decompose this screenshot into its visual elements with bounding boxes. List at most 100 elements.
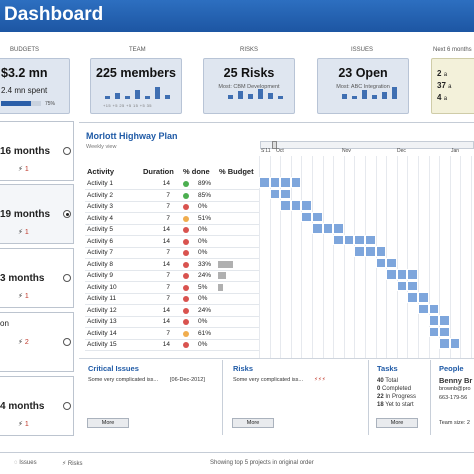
team-axis-labels: +15 +5 25 +5 15 +5 35 — [103, 103, 152, 108]
table-row[interactable]: Activity 5 14 0% — [85, 224, 474, 235]
gantt-gridline — [290, 156, 292, 359]
activity-name: Activity 6 — [87, 237, 114, 245]
gantt-bar-cell — [375, 246, 387, 257]
tasks-total: 40 Total — [377, 378, 398, 384]
gantt-bar-cell — [428, 315, 440, 326]
table-row[interactable]: Activity 12 14 24% — [85, 305, 474, 316]
risks-most: Most: CBM Development — [218, 84, 280, 90]
timeline-scrollbar[interactable] — [260, 141, 474, 149]
activity-done-pct: 0% — [198, 249, 208, 256]
project-card[interactable]: 4 months ⚡ 1 — [0, 376, 74, 436]
table-row[interactable]: Activity 13 14 0% — [85, 316, 474, 327]
kpi-issues[interactable]: 23 Open Most: ABC Integration — [317, 58, 409, 114]
gantt-chart — [259, 156, 474, 359]
risk-item: Some very complicated iss... — [233, 377, 303, 383]
table-row[interactable]: Activity 7 7 0% — [85, 247, 474, 258]
project-radio[interactable] — [63, 338, 71, 346]
gantt-gridline — [280, 156, 282, 359]
activity-name: Activity 1 — [87, 180, 114, 187]
budget-spent: 2.4 mn spent — [1, 86, 48, 95]
status-indicator — [183, 342, 189, 348]
timeline-scroll-handle[interactable] — [272, 141, 277, 149]
table-row[interactable]: Activity 6 14 0% — [85, 236, 474, 247]
gantt-gridline — [269, 156, 271, 359]
project-card[interactable]: 3 months ⚡ 1 — [0, 248, 74, 308]
row-divider — [85, 258, 260, 259]
header-bar: Dashboard — [0, 0, 474, 32]
activity-done-pct: 24% — [198, 272, 212, 279]
tasks-completed: 0 Completed — [377, 386, 412, 392]
table-row[interactable]: Activity 10 7 5% — [85, 282, 474, 293]
kpi-label-risks: RISKS — [240, 47, 259, 53]
issues-most: Most: ABC Integration — [336, 84, 390, 90]
next-line-1: 2 a — [437, 69, 448, 78]
gantt-month-jan: Jan — [451, 148, 460, 154]
gantt-gridline — [343, 156, 345, 359]
project-card[interactable]: 16 months ⚡ 1 — [0, 121, 74, 181]
person-email[interactable]: brownb@pro — [439, 386, 471, 392]
risks-bar — [228, 95, 233, 99]
gantt-bar-cell — [428, 303, 440, 314]
tasks-title: Tasks — [377, 364, 398, 373]
project-card-selected[interactable]: 19 months ⚡ 1 — [0, 184, 74, 244]
kpi-label-team: TEAM — [129, 47, 146, 53]
activity-name: Activity 2 — [87, 191, 114, 199]
gantt-gridline — [365, 156, 366, 359]
project-radio-selected[interactable] — [63, 210, 71, 218]
activity-done-pct: 61% — [198, 329, 212, 337]
kpi-risks[interactable]: 25 Risks Most: CBM Development — [203, 58, 295, 114]
issues-bar — [352, 96, 357, 99]
col-budget: % Budget — [219, 167, 254, 176]
table-row[interactable]: Activity 2 7 85% — [85, 190, 474, 201]
risks-bar — [238, 91, 243, 99]
table-row[interactable]: Activity 3 7 0% — [85, 201, 474, 212]
table-row[interactable]: Activity 11 7 0% — [85, 293, 474, 304]
risks-bar — [258, 89, 263, 99]
row-divider — [85, 235, 260, 236]
person-phone: 663-179-56 — [439, 395, 468, 401]
project-radio[interactable] — [63, 147, 71, 155]
team-bar — [135, 90, 140, 99]
activity-done-pct: 85% — [198, 191, 212, 199]
gantt-month-dec: Dec — [397, 148, 406, 154]
project-risk-metric: ⚡ 1 — [18, 229, 29, 236]
activity-duration: 7 — [166, 214, 170, 222]
project-card[interactable]: on ⚡ 2 — [0, 312, 74, 372]
activity-name: Activity 10 — [87, 283, 117, 291]
status-indicator — [183, 215, 189, 222]
activity-duration: 14 — [162, 237, 170, 245]
tasks-yet-to-start: 18 Yet to start — [377, 402, 414, 408]
table-row[interactable]: Activity 1 14 89% — [85, 178, 474, 189]
issues-bar — [372, 95, 377, 99]
row-divider — [85, 338, 260, 340]
status-indicator — [183, 238, 189, 245]
table-row[interactable]: Activity 14 7 61% — [85, 328, 474, 339]
kpi-next-months[interactable]: 2 a 37 a 4 a — [431, 58, 474, 114]
activity-duration: 7 — [166, 283, 170, 291]
footer-risks: ⚡ Risks — [62, 461, 83, 467]
risks-more-button[interactable]: More — [232, 418, 274, 428]
gantt-bar-cell — [365, 234, 376, 245]
gantt-gridline — [396, 156, 398, 359]
project-radio[interactable] — [63, 274, 71, 282]
status-indicator — [183, 227, 189, 233]
gantt-gridline — [259, 156, 260, 359]
gantt-bar-cell — [396, 280, 408, 291]
tasks-more-button[interactable]: More — [376, 418, 418, 428]
table-row[interactable]: Activity 9 7 24% — [85, 270, 474, 281]
gantt-bar-cell — [354, 234, 365, 245]
table-row[interactable]: Activity 15 14 0% — [85, 339, 474, 350]
critical-issue-date: [06-Dec-2012] — [170, 377, 205, 383]
risks-title: Risks — [233, 364, 254, 373]
team-bar — [105, 96, 110, 99]
table-row[interactable]: Activity 4 7 51% — [85, 213, 474, 224]
activity-name: Activity 12 — [87, 306, 117, 314]
gantt-bar-cell — [312, 211, 323, 222]
kpi-budgets[interactable]: $3.2 mn 2.4 mn spent 75% — [0, 58, 70, 114]
kpi-team[interactable]: 225 members +15 +5 25 +5 15 +5 35 — [90, 58, 182, 114]
status-indicator — [183, 250, 189, 256]
project-radio[interactable] — [63, 402, 71, 410]
activity-duration: 14 — [162, 260, 170, 268]
critical-more-button[interactable]: More — [87, 418, 129, 428]
table-row[interactable]: Activity 8 14 33% — [85, 259, 474, 270]
